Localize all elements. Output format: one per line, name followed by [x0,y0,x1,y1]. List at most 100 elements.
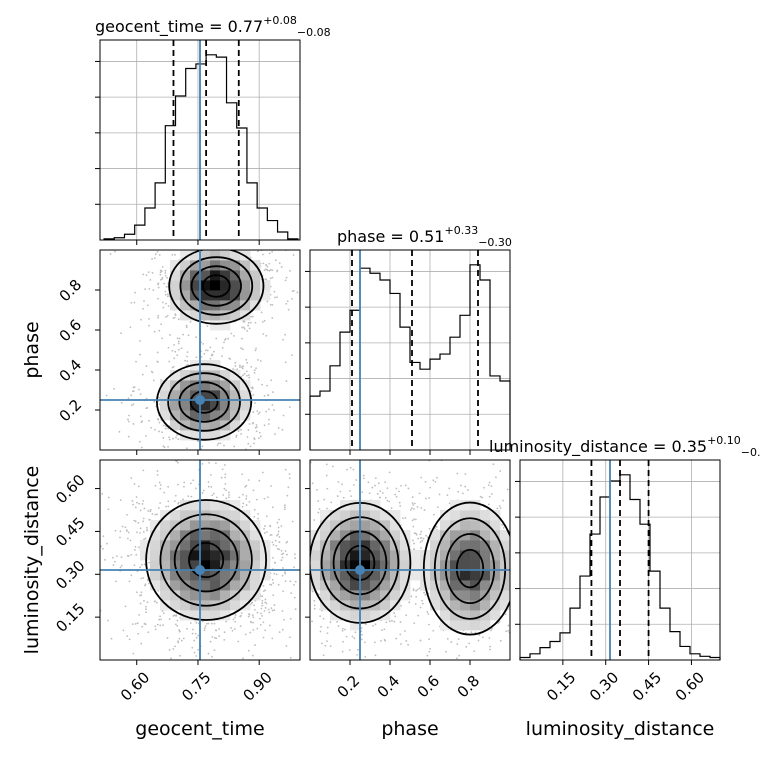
sample-point [526,577,528,579]
sample-point [246,436,249,438]
sample-point [386,487,389,489]
sample-point [156,513,158,516]
sample-point [182,637,185,640]
sample-point [178,629,181,631]
sample-point [148,287,151,290]
sample-point [282,567,284,569]
sample-point [489,668,491,670]
sample-point [140,591,143,594]
sample-point [294,608,297,611]
density-cell [320,560,331,571]
sample-point [345,635,348,638]
title-geocent-time: geocent_time = 0.77+0.08−0.08 [95,14,331,39]
sample-point [429,486,432,489]
sample-point [466,667,468,669]
sample-point [284,468,287,471]
density-cell [260,280,271,291]
sample-point [128,580,131,583]
sample-point [146,529,148,532]
sample-point [267,241,269,243]
density-cell [440,580,451,591]
sample-point [285,276,288,279]
sample-point [207,243,209,245]
density-cell [180,610,191,621]
sample-point [114,560,116,563]
sample-point [157,316,159,319]
sample-point [241,473,244,476]
sample-point [417,537,420,540]
density-cell [470,600,481,611]
density-cell [210,250,221,261]
sample-point [313,519,316,521]
sample-point [75,508,77,510]
sample-point [158,481,161,484]
sample-point [139,353,141,356]
sample-point [162,624,165,627]
sample-point [141,625,144,628]
sample-point [167,445,169,448]
sample-point [250,481,252,483]
sample-point [247,429,250,431]
sample-point [282,618,285,621]
sample-point [206,325,209,327]
sample-point [381,492,384,494]
sample-point [269,303,272,306]
density-cell [230,370,241,381]
sample-point [167,305,170,307]
sample-point [487,667,489,669]
sample-point [160,618,162,621]
sample-point [343,628,346,631]
density-cell [170,410,181,421]
sample-point [119,530,122,533]
density-cell [320,570,331,581]
density-cell [360,600,371,611]
sample-point [292,512,294,514]
density-cell [320,590,331,601]
sample-point [311,620,313,623]
sample-point [384,481,387,483]
sample-point [154,428,156,431]
sample-point [258,437,260,440]
sample-point [158,421,161,424]
density-cell [420,560,431,571]
density-cell [240,260,251,271]
density-cell [170,590,181,601]
sample-point [174,253,176,256]
sample-point [175,669,177,671]
contour-line [173,527,239,593]
title-geocent-time-upper: +0.08 [263,14,297,27]
sample-point [277,241,279,243]
contour-line [179,256,254,316]
sample-point [377,482,380,485]
sample-point [139,602,142,605]
sample-point [255,498,258,501]
sample-point [269,524,272,527]
sample-point [143,599,145,602]
density-cell [480,550,491,561]
sample-point [130,301,133,304]
density-cell [350,520,361,531]
sample-point [244,485,247,488]
density-cell [450,530,461,541]
sample-point [133,386,136,388]
sample-point [292,552,294,554]
sample-point [191,632,194,635]
density-cell [180,290,191,301]
sample-point [275,573,278,576]
sample-point [492,463,495,466]
sample-point [287,584,289,586]
density-cell [230,540,241,551]
sample-point [276,547,279,550]
sample-point [489,648,491,651]
sample-point [144,537,147,540]
density-cell [360,500,371,511]
sample-point [448,696,450,698]
sample-point [270,534,273,536]
sample-point [341,627,344,630]
sample-point [460,484,462,487]
sample-point [555,601,557,603]
sample-point [161,610,164,612]
sample-point [207,622,210,625]
hist-panel-phase [305,249,511,451]
sample-point [478,634,481,636]
